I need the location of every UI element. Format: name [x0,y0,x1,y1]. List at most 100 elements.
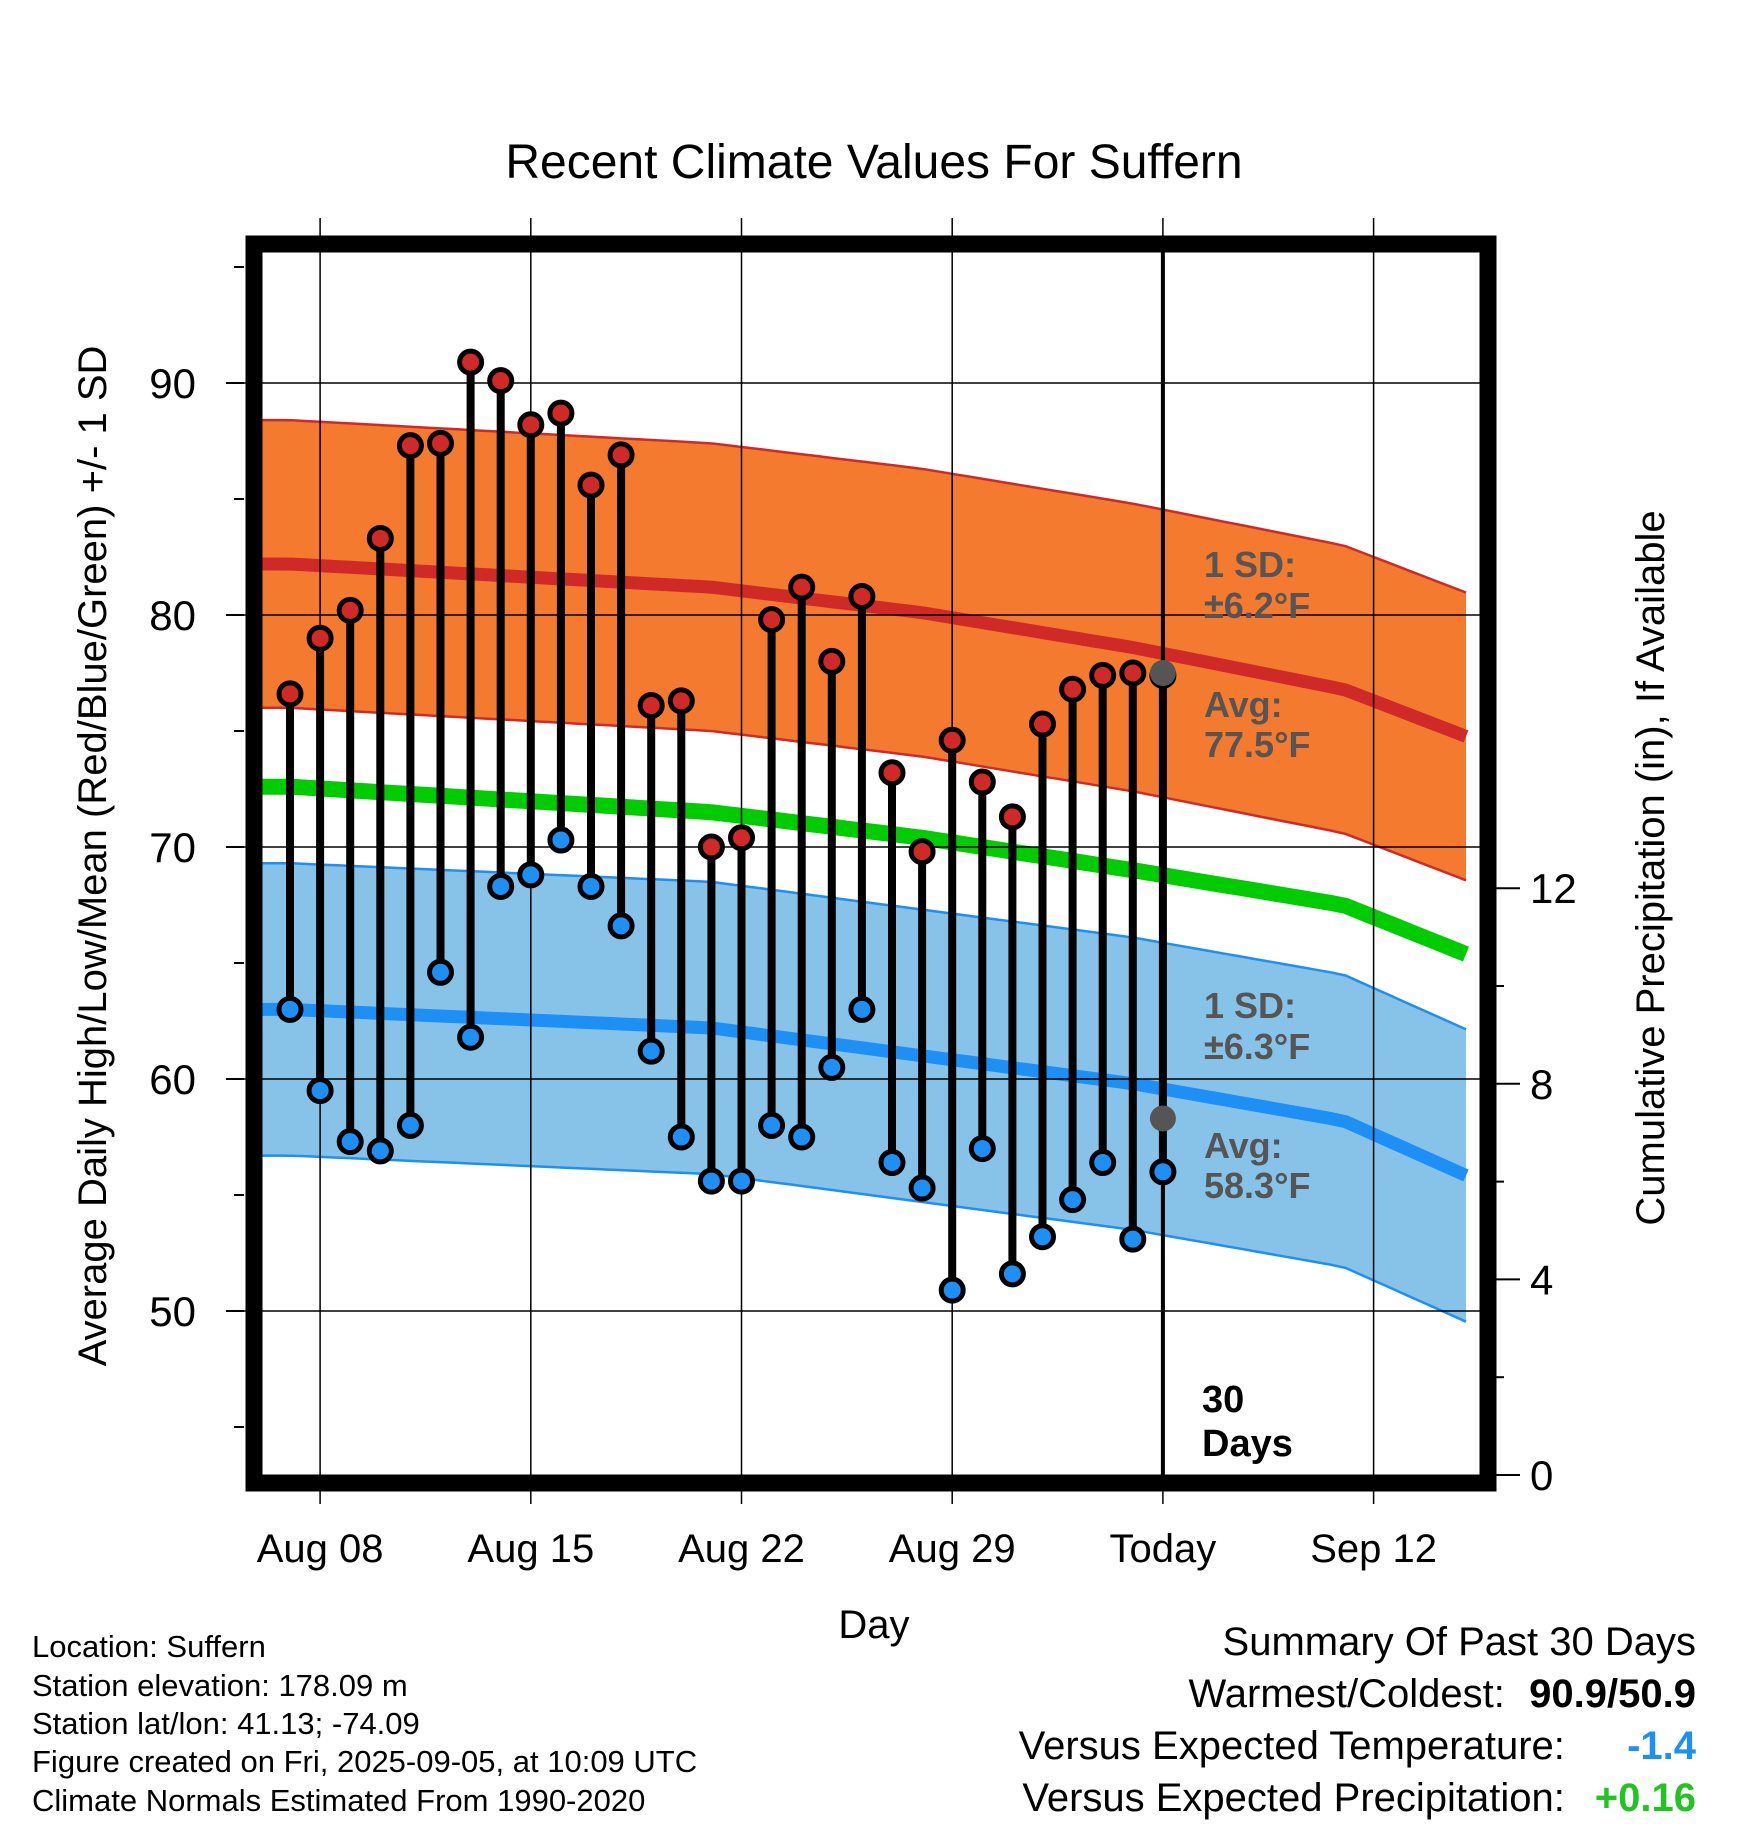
daily-high-point [1119,659,1147,687]
summary-precip-value: +0.16 [1594,1776,1696,1820]
daily-high-point [818,647,846,675]
daily-high-point [607,441,635,469]
info-elevation: Station elevation: 178.09 m [32,1668,408,1703]
daily-high-point [1029,710,1056,738]
daily-low-point [788,1123,816,1151]
daily-low-point [968,1135,996,1163]
daily-high-point [306,624,334,652]
daily-high-point [938,726,966,754]
daily-high-point [728,824,755,852]
summary-precip: Versus Expected Precipitation: +0.16 [1022,1776,1696,1821]
low-sd-band-lower-edge [262,1154,1467,1323]
daily-low-point [457,1023,485,1051]
y2-tick-label: 0 [1530,1452,1553,1499]
daily-low-point [366,1137,394,1165]
daily-low-point [547,826,575,854]
daily-high-point [667,687,695,715]
info-normals: Climate Normals Estimated From 1990-2020 [32,1783,646,1818]
daily-high-point [998,803,1026,831]
daily-high-point [697,833,725,861]
daily-low-point [1059,1186,1087,1214]
summary-warm-cold-value: 90.9/50.9 [1529,1672,1696,1716]
daily-low-point [1029,1223,1056,1251]
daily-high-point [968,768,996,796]
daily-low-point [938,1276,966,1304]
y-tick-label: 50 [149,1288,196,1335]
today-days-label: 30 [1202,1379,1244,1421]
daily-low-point [728,1167,755,1195]
summary-title: Summary Of Past 30 Days [1222,1620,1696,1664]
daily-low-point [1089,1149,1117,1177]
y2-tick-label: 12 [1530,865,1577,912]
x-axis-label: Day [838,1603,909,1647]
x-tick-label: Today [1110,1527,1217,1571]
y-axis-label: Average Daily High/Low/Mean (Red/Blue/Gr… [71,346,115,1367]
daily-high-point [336,596,364,624]
y-tick-label: 80 [149,592,196,639]
high-avg-value: 77.5°F [1204,724,1310,765]
daily-high-point [276,680,304,708]
daily-low-point [998,1260,1026,1288]
daily-low-point [276,995,304,1023]
daily-high-point [457,348,485,376]
plot-interior [262,418,1469,1323]
daily-high-point [517,411,545,439]
daily-low-point [908,1174,936,1202]
daily-high-point [1089,661,1117,689]
summary-temp-label: Versus Expected Temperature: [1018,1724,1565,1768]
info-location: Location: Suffern [32,1629,266,1664]
summary-warm-cold-label: Warmest/Coldest: [1188,1672,1505,1716]
daily-high-point [577,471,605,499]
daily-low-point [427,958,454,986]
summary-temp: Versus Expected Temperature: -1.4 [1019,1724,1696,1769]
today-normal-high-point [1149,660,1176,686]
normal-low-line [262,1002,1469,1182]
daily-high-point [487,367,515,395]
daily-high-point [878,759,906,787]
info-latlon: Station lat/lon: 41.13; -74.09 [32,1706,420,1741]
x-tick-label: Aug 08 [257,1527,384,1571]
summary-temp-value: -1.4 [1627,1724,1696,1768]
daily-high-point [637,691,665,719]
daily-low-point [818,1053,846,1081]
daily-high-point [427,429,454,457]
high-avg-label: Avg: [1204,684,1283,725]
info-created: Figure created on Fri, 2025-09-05, at 10… [32,1744,698,1779]
y-tick-label: 60 [149,1056,196,1103]
x-tick-label: Aug 29 [889,1527,1016,1571]
daily-low-point [607,912,635,940]
daily-low-point [306,1077,334,1105]
today-normal-low-point [1149,1105,1176,1132]
daily-low-point [758,1111,786,1139]
y-tick-label: 70 [149,824,196,871]
daily-high-point [1059,675,1087,703]
daily-low-point [697,1167,725,1195]
daily-high-point [848,582,876,610]
x-tick-label: Aug 22 [678,1527,805,1571]
today-days-label: Days [1202,1423,1293,1465]
daily-low-point [396,1111,424,1139]
daily-low-point [1149,1158,1177,1186]
plot-area: 50 60 70 80 90 0 4 8 12 Aug 08 Aug 15 Aug 22 Aug 29 T… [149,218,1577,1571]
low-avg-value: 58.3°F [1204,1165,1310,1206]
high-sd-value: ±6.2°F [1204,585,1310,626]
daily-low-point [517,861,545,889]
high-sd-label: 1 SD: [1204,544,1296,585]
daily-low-point [336,1128,364,1156]
y2-tick-label: 4 [1530,1256,1553,1303]
x-tick-label: Aug 15 [467,1527,594,1571]
summary-warm-cold: Warmest/Coldest: 90.9/50.9 [1189,1672,1697,1717]
daily-high-point [396,432,424,460]
daily-low-point [848,995,876,1023]
daily-high-point [366,524,394,552]
low-avg-label: Avg: [1204,1125,1283,1166]
chart-title: Recent Climate Values For Suffern [505,136,1242,189]
daily-high-point [788,573,816,601]
x-tick-label: Sep 12 [1310,1527,1437,1571]
y2-tick-label: 8 [1530,1061,1553,1108]
low-sd-label: 1 SD: [1204,985,1296,1026]
plot-frame [245,235,1497,1492]
y2-axis-label: Cumulative Precipitation (in), If Availa… [1629,510,1673,1225]
summary-precip-label: Versus Expected Precipitation: [1022,1776,1565,1820]
